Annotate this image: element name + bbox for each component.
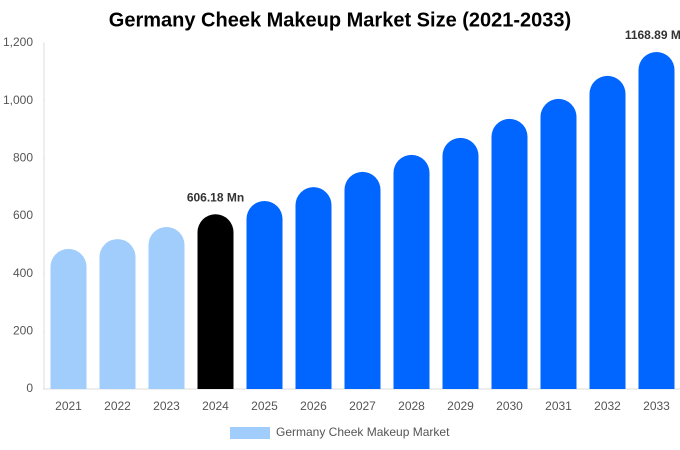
legend-label: Germany Cheek Makeup Market <box>276 425 450 439</box>
y-tick-label: 0 <box>26 381 33 395</box>
chart-title: Germany Cheek Makeup Market Size (2021-2… <box>109 9 571 31</box>
bar <box>540 98 577 389</box>
bar <box>197 214 234 389</box>
bar <box>491 118 528 390</box>
bar <box>442 137 479 389</box>
x-tick-label: 2032 <box>594 399 621 413</box>
x-tick-label: 2028 <box>398 399 425 413</box>
x-tick-label: 2026 <box>300 399 327 413</box>
x-tick-label: 2023 <box>153 399 180 413</box>
x-tick-label: 2027 <box>349 399 376 413</box>
x-tick-label: 2024 <box>202 399 229 413</box>
y-tick-label: 200 <box>13 324 33 338</box>
x-tick-label: 2033 <box>643 399 670 413</box>
x-tick-label: 2029 <box>447 399 474 413</box>
y-tick-label: 400 <box>13 266 33 280</box>
y-tick-label: 1,200 <box>3 35 33 49</box>
value-label: 606.18 Mn <box>187 190 244 204</box>
bar <box>50 248 87 389</box>
bar <box>148 226 185 389</box>
bar <box>246 201 283 389</box>
x-tick-label: 2025 <box>251 399 278 413</box>
y-tick-label: 1,000 <box>3 93 33 107</box>
bar <box>344 171 381 389</box>
y-tick-label: 600 <box>13 208 33 222</box>
value-label: 1168.89 Mn <box>625 28 680 42</box>
legend-swatch <box>230 427 270 439</box>
y-tick-label: 800 <box>13 151 33 165</box>
bar <box>295 187 332 389</box>
x-tick-label: 2022 <box>104 399 131 413</box>
bar <box>589 75 626 390</box>
bar <box>638 51 675 390</box>
x-tick-label: 2030 <box>496 399 523 413</box>
bar <box>99 239 136 389</box>
x-tick-label: 2021 <box>55 399 82 413</box>
x-tick-label: 2031 <box>545 399 572 413</box>
bar <box>393 154 430 389</box>
